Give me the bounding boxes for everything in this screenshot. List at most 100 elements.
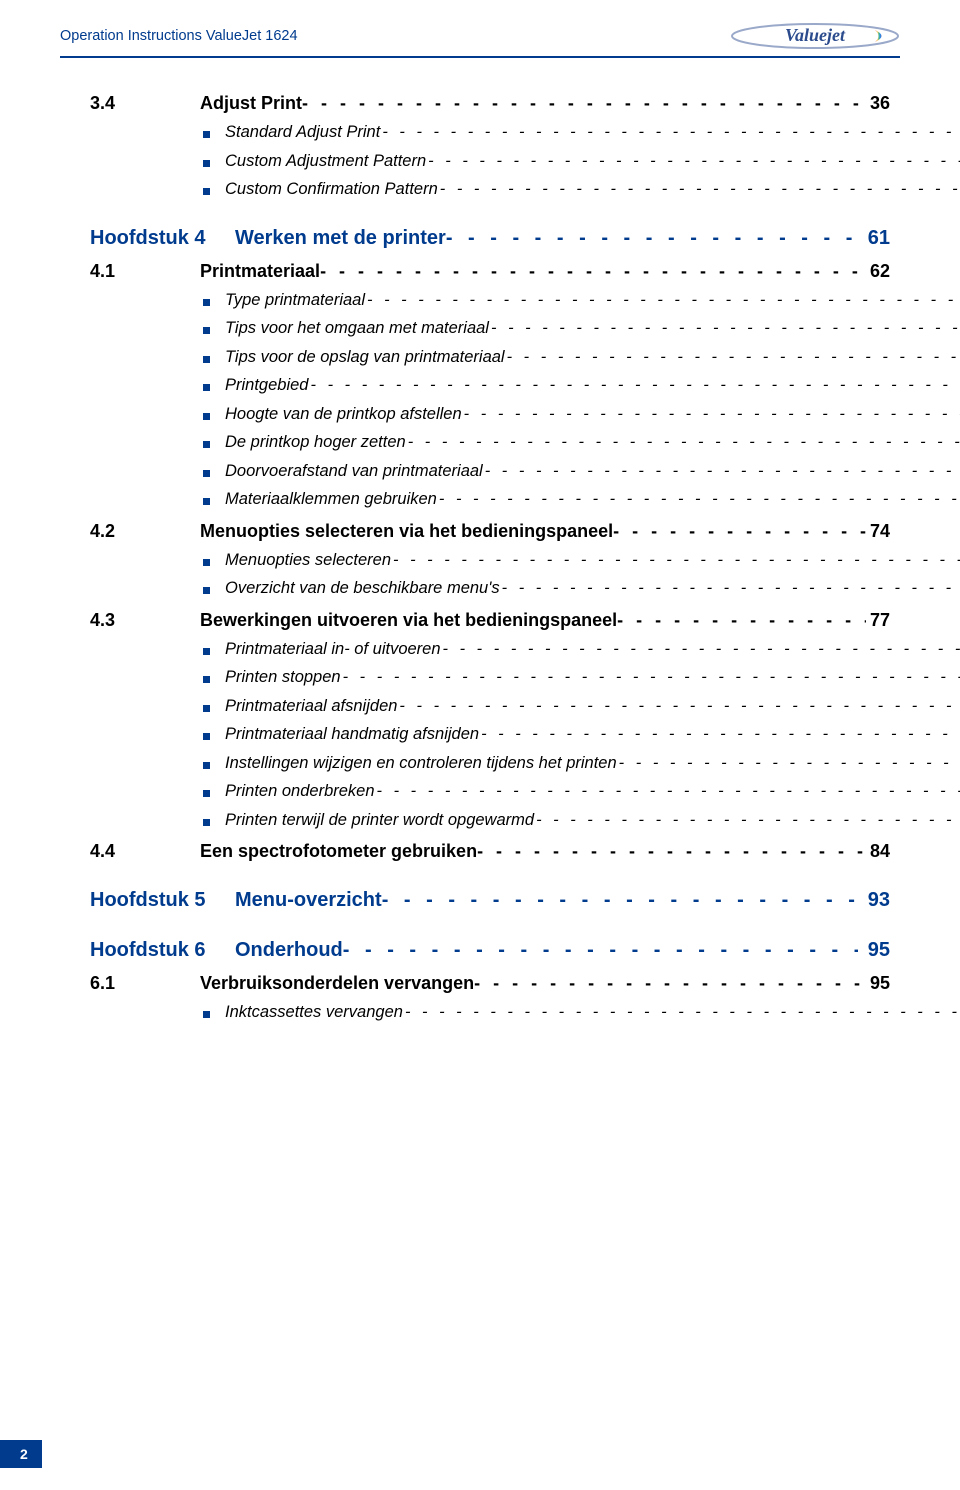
toc-entry-title: Verbruiksonderdelen vervangen — [200, 974, 474, 992]
toc-entry-title: Printmateriaal afsnijden — [225, 698, 399, 715]
toc-lvl2-entry: Standard Adjust Print36 — [225, 124, 960, 141]
toc-entry-number: 4.1 — [90, 262, 200, 280]
toc-leaders — [491, 320, 960, 337]
toc-entry-number: 4.3 — [90, 611, 200, 629]
toc-entry-title: Een spectrofotometer gebruiken — [200, 842, 477, 860]
toc-entry-number: Hoofdstuk 4 — [90, 228, 235, 248]
toc-entry-number: 6.1 — [90, 974, 200, 992]
toc-entry-title: Adjust Print — [200, 94, 302, 112]
toc-entry-title: Custom Adjustment Pattern — [225, 153, 428, 170]
toc-lvl2-entry: Printmateriaal in- of uitvoeren77 — [225, 641, 960, 658]
toc-lvl2-entry: Printgebied63 — [225, 377, 960, 394]
toc-leaders — [399, 698, 960, 715]
toc-leaders — [320, 262, 866, 280]
toc-leaders — [617, 611, 866, 629]
toc-leaders — [367, 292, 960, 309]
toc-lvl2-entry: De printkop hoger zetten64 — [225, 434, 960, 451]
toc-entry-title: Custom Confirmation Pattern — [225, 181, 440, 198]
toc-entry-title: Menuopties selecteren via het bedienings… — [200, 522, 613, 540]
toc-entry-title: Standard Adjust Print — [225, 124, 382, 141]
toc-entry-page: 93 — [858, 890, 890, 910]
toc-entry-page: 84 — [866, 842, 890, 860]
toc-lvl2-entry: Tips voor de opslag van printmateriaal63 — [225, 349, 960, 366]
toc-leaders — [440, 181, 960, 198]
toc-entry-title: Hoogte van de printkop afstellen — [225, 406, 464, 423]
toc-leaders — [405, 1004, 960, 1021]
toc-leaders — [464, 406, 960, 423]
toc-leaders — [302, 94, 866, 112]
toc-entry-title: Printmateriaal — [200, 262, 320, 280]
toc-entry-title: Doorvoerafstand van printmateriaal — [225, 463, 485, 480]
toc-entry-title: Menuopties selecteren — [225, 552, 393, 569]
toc-leaders — [439, 491, 960, 508]
toc-lvl2-entry: Overzicht van de beschikbare menu's76 — [225, 580, 960, 597]
toc-lvl2-entry: Tips voor het omgaan met materiaal62 — [225, 320, 960, 337]
toc-entry-title: Printmateriaal handmatig afsnijden — [225, 726, 481, 743]
toc-leaders — [477, 842, 866, 860]
table-of-contents: 3.4Adjust Print 36 Standard Adjust Print 36… — [60, 94, 900, 1021]
toc-leaders — [408, 434, 960, 451]
toc-leaders — [481, 726, 960, 743]
toc-entry-title: Printen onderbreken — [225, 783, 377, 800]
toc-lvl1-entry: 4.4Een spectrofotometer gebruiken 84 — [90, 842, 890, 860]
toc-entry-title: Printgebied — [225, 377, 310, 394]
toc-entry-title: De printkop hoger zetten — [225, 434, 408, 451]
toc-entry-page: 61 — [858, 228, 890, 248]
toc-leaders — [382, 124, 960, 141]
toc-leaders — [446, 228, 858, 248]
toc-leaders — [474, 974, 866, 992]
page: Operation Instructions ValueJet 1624 Val… — [0, 0, 960, 1490]
toc-lvl2-entry: Menuopties selecteren74 — [225, 552, 960, 569]
toc-leaders — [536, 812, 960, 829]
toc-lvl2-entry: Doorvoerafstand van printmateriaal66 — [225, 463, 960, 480]
toc-entry-title: Menu-overzicht — [235, 890, 382, 910]
toc-lvl2-entry: Hoogte van de printkop afstellen64 — [225, 406, 960, 423]
toc-leaders — [382, 890, 858, 910]
toc-leaders — [310, 377, 960, 394]
toc-lvl2-entry: Custom Confirmation Pattern47 — [225, 181, 960, 198]
toc-lvl2-entry: Type printmateriaal62 — [225, 292, 960, 309]
toc-leaders — [377, 783, 960, 800]
toc-entry-title: Type printmateriaal — [225, 292, 367, 309]
toc-lvl2-entry: Printmateriaal handmatig afsnijden78 — [225, 726, 960, 743]
header-divider — [60, 56, 900, 58]
toc-entry-number: Hoofdstuk 6 — [90, 940, 235, 960]
toc-lvl2-entry: Custom Adjustment Pattern46 — [225, 153, 960, 170]
toc-entry-title: Onderhoud — [235, 940, 343, 960]
toc-chapter-entry: Hoofdstuk 5Menu-overzicht 93 — [90, 890, 890, 910]
toc-leaders — [343, 669, 960, 686]
svg-text:Valuejet: Valuejet — [785, 25, 846, 45]
toc-lvl2-entry: Printmateriaal afsnijden78 — [225, 698, 960, 715]
toc-lvl1-entry: 3.4Adjust Print 36 — [90, 94, 890, 112]
toc-entry-title: Printen stoppen — [225, 669, 343, 686]
toc-lvl1-entry: 4.1Printmateriaal62 — [90, 262, 890, 280]
toc-lvl1-entry: 4.3Bewerkingen uitvoeren via het bedieni… — [90, 611, 890, 629]
toc-entry-number: 3.4 — [90, 94, 200, 112]
toc-entry-page: 74 — [866, 522, 890, 540]
toc-leaders — [428, 153, 960, 170]
toc-entry-title: Materiaalklemmen gebruiken — [225, 491, 439, 508]
toc-entry-page: 36 — [866, 94, 890, 112]
toc-entry-title: Instellingen wijzigen en controleren tij… — [225, 755, 619, 772]
toc-leaders — [619, 755, 960, 772]
toc-leaders — [343, 940, 858, 960]
toc-entry-page: 95 — [858, 940, 890, 960]
toc-lvl2-entry: Materiaalklemmen gebruiken71 — [225, 491, 960, 508]
toc-entry-number: 4.4 — [90, 842, 200, 860]
toc-chapter-entry: Hoofdstuk 4Werken met de printer61 — [90, 228, 890, 248]
brand-logo: Valuejet — [730, 22, 900, 50]
toc-entry-title: Printmateriaal in- of uitvoeren — [225, 641, 443, 658]
toc-entry-page: 95 — [866, 974, 890, 992]
page-header: Operation Instructions ValueJet 1624 Val… — [60, 22, 900, 50]
header-title: Operation Instructions ValueJet 1624 — [60, 28, 298, 44]
toc-lvl2-entry: Instellingen wijzigen en controleren tij… — [225, 755, 960, 772]
page-number-badge: 2 — [0, 1440, 42, 1468]
toc-entry-title: Tips voor het omgaan met materiaal — [225, 320, 491, 337]
toc-leaders — [443, 641, 960, 658]
toc-entry-number: Hoofdstuk 5 — [90, 890, 235, 910]
toc-leaders — [502, 580, 960, 597]
toc-entry-title: Inktcassettes vervangen — [225, 1004, 405, 1021]
toc-leaders — [507, 349, 960, 366]
toc-entry-title: Printen terwijl de printer wordt opgewar… — [225, 812, 536, 829]
toc-lvl1-entry: 4.2Menuopties selecteren via het bedieni… — [90, 522, 890, 540]
